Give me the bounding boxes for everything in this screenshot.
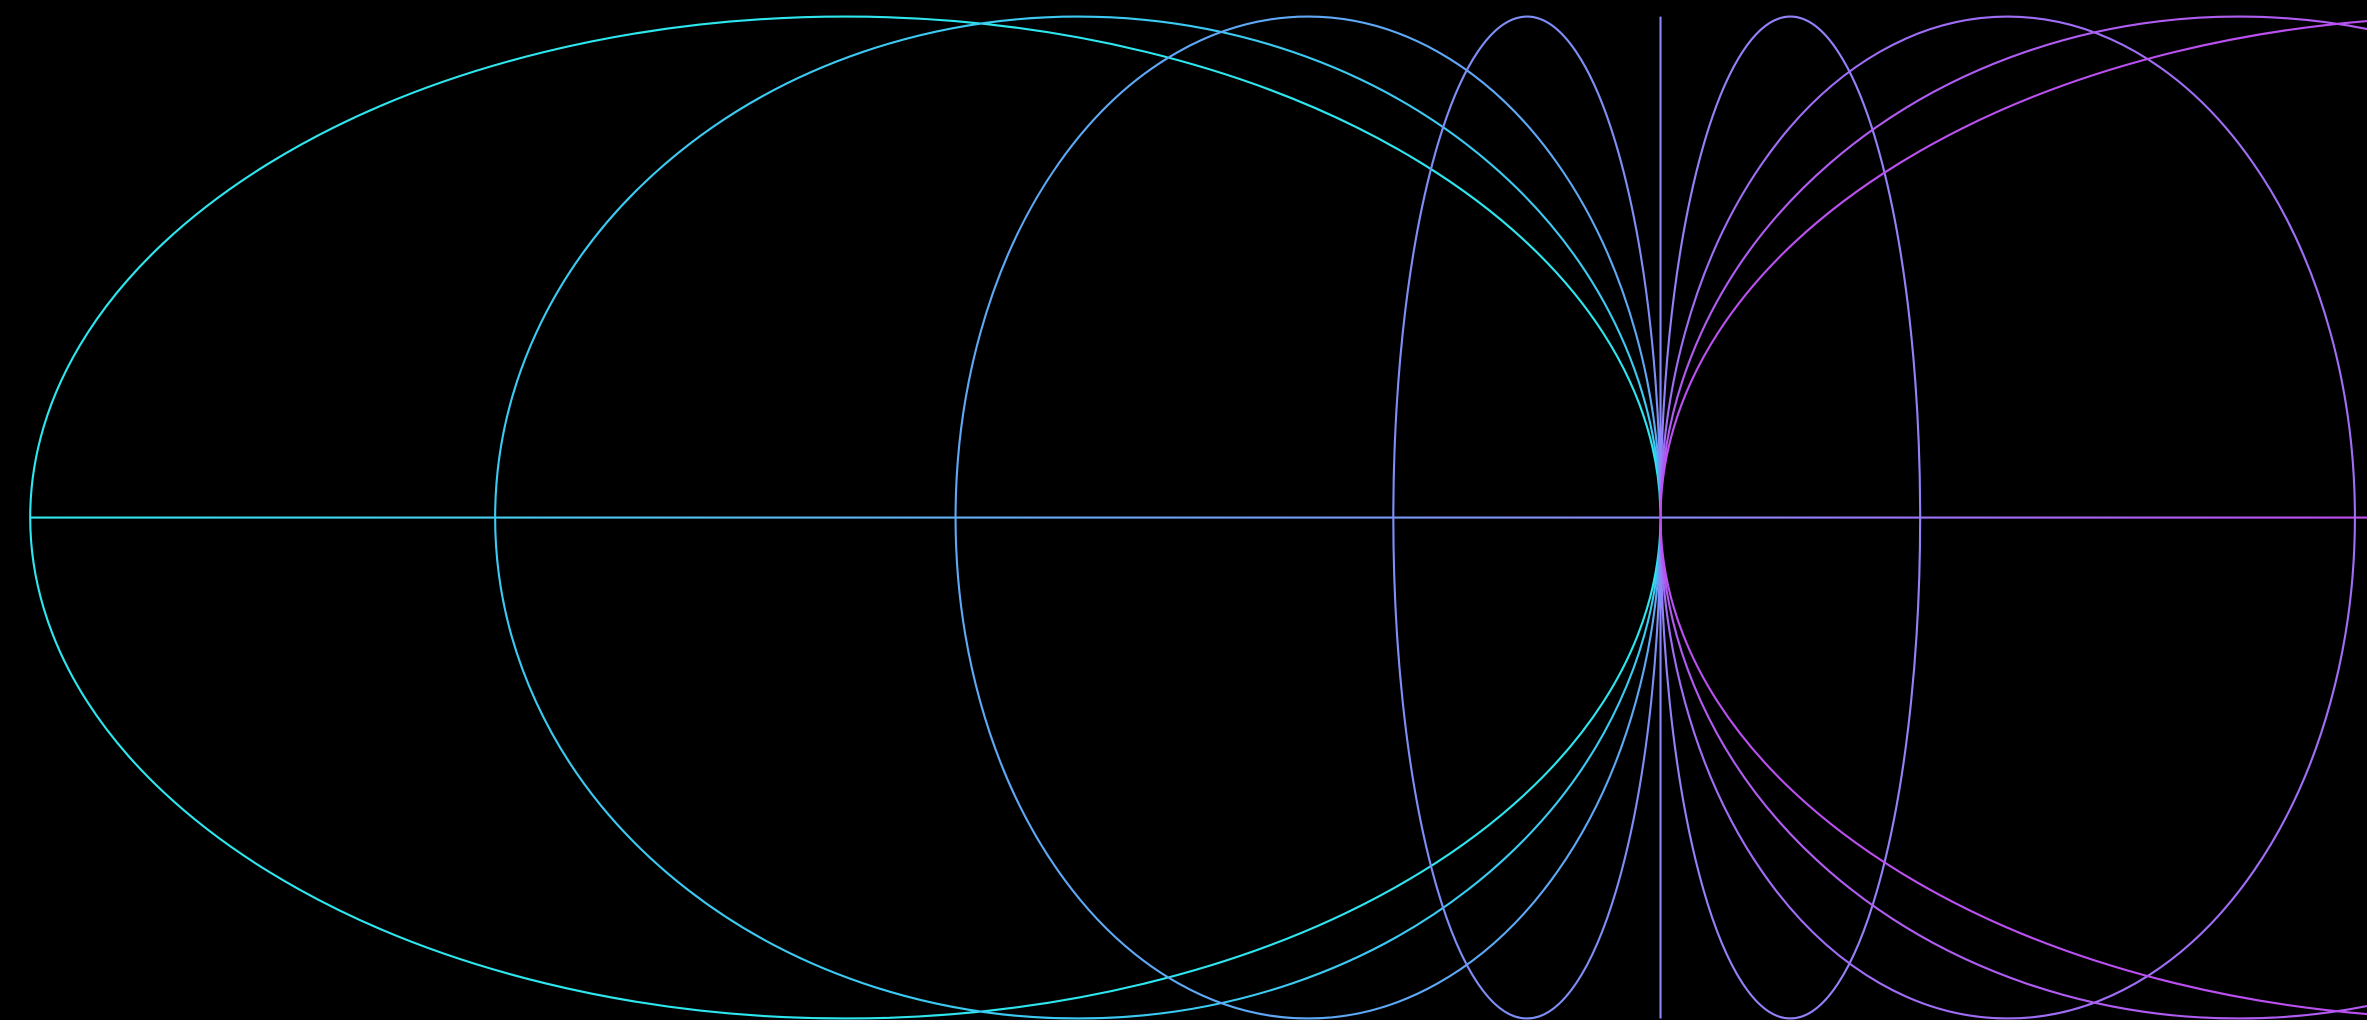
ellipse (1659, 20, 2367, 1015)
